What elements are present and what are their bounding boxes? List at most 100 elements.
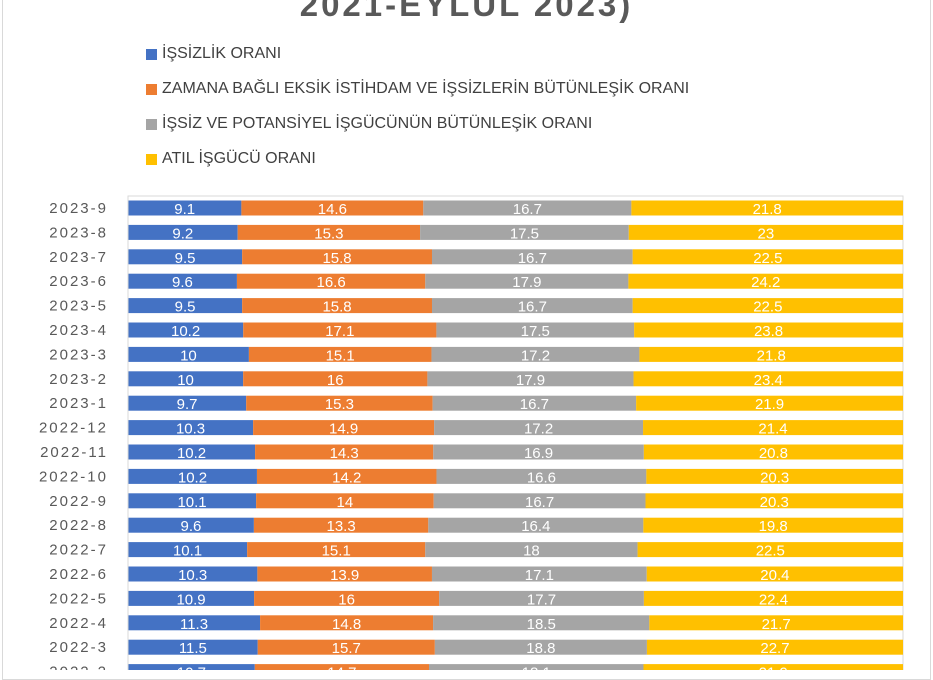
bar-segment — [428, 517, 644, 533]
data-label: 15.3 — [325, 396, 354, 413]
bar-segment — [128, 249, 243, 265]
bar-segment — [431, 566, 647, 582]
bar-segment — [431, 249, 633, 265]
category-label: 2022-8 — [49, 517, 108, 534]
data-label: 16.7 — [520, 396, 549, 413]
bar-segment — [434, 420, 644, 436]
bar-segment — [243, 322, 437, 338]
data-label: 20.8 — [759, 445, 788, 462]
bar-segment — [632, 298, 903, 314]
category-label: 2022-3 — [49, 639, 108, 656]
data-label: 18.1 — [522, 665, 551, 670]
data-label: 20.4 — [760, 567, 789, 584]
bar-segment — [128, 322, 244, 338]
data-label: 9.6 — [181, 518, 202, 535]
legend-item: ATIL İŞGÜCÜ ORANI — [146, 149, 316, 169]
data-label: 16 — [327, 372, 344, 389]
bar-segment — [643, 420, 903, 436]
data-label: 9.5 — [175, 250, 196, 267]
data-label: 17.5 — [510, 225, 539, 242]
legend-item: İŞSİZ VE POTANSİYEL İŞGÜCÜNÜN BÜTÜNLEŞİK… — [146, 114, 592, 134]
data-label: 15.3 — [314, 225, 343, 242]
data-label: 22.5 — [753, 250, 782, 267]
data-label: 14.9 — [329, 421, 358, 438]
bar-segment — [128, 273, 237, 289]
bar-segment — [128, 200, 242, 216]
data-label: 22.7 — [760, 640, 789, 657]
bar-segment — [256, 468, 437, 484]
legend-swatch — [146, 153, 157, 165]
data-label: 10.7 — [177, 665, 206, 670]
data-label: 14.7 — [327, 665, 356, 670]
data-label: 10.9 — [176, 591, 205, 608]
bar-segment — [643, 664, 903, 670]
category-label: 2023-2 — [49, 371, 108, 388]
bar-segment — [236, 273, 426, 289]
legend-item: İŞSİZLİK ORANI — [146, 44, 281, 64]
data-label: 21.7 — [762, 616, 791, 633]
bar-segment — [425, 273, 629, 289]
bar-segment — [128, 615, 261, 631]
bar-segment — [128, 420, 254, 436]
data-label: 10.1 — [177, 494, 206, 511]
bar-segment — [646, 566, 903, 582]
data-label: 18 — [523, 543, 540, 560]
data-label: 14.2 — [332, 469, 361, 486]
data-label: 21.9 — [755, 396, 784, 413]
bar-segment — [432, 395, 637, 411]
bar-segment — [242, 249, 432, 265]
bar-segment — [634, 322, 903, 338]
category-label: 2023-6 — [49, 273, 108, 290]
data-label: 17.7 — [527, 591, 556, 608]
data-label: 20.3 — [760, 494, 789, 511]
bar-segment — [257, 566, 432, 582]
bar-segment — [434, 639, 647, 655]
data-label: 22.5 — [753, 299, 782, 316]
data-label: 17.9 — [512, 274, 541, 291]
bar-segment — [436, 322, 635, 338]
data-label: 21.4 — [758, 421, 787, 438]
data-label: 16.7 — [518, 250, 547, 267]
bar-segment — [645, 493, 903, 509]
data-label: 10 — [177, 372, 194, 389]
data-label: 13.9 — [330, 567, 359, 584]
category-label: 2022-5 — [49, 590, 108, 607]
data-label: 16.7 — [513, 201, 542, 218]
legend-label: ZAMANA BAĞLI EKSİK İSTİHDAM VE İŞSİZLERİ… — [162, 80, 690, 97]
data-label: 14.8 — [332, 616, 361, 633]
data-label: 11.3 — [180, 616, 208, 633]
data-label: 18.8 — [526, 640, 555, 657]
bar-segment — [128, 298, 243, 314]
bar-segment — [255, 444, 434, 460]
bar-segment — [128, 566, 258, 582]
bar-segment — [637, 542, 903, 558]
data-label: 19.8 — [759, 518, 788, 535]
bar-segment — [254, 590, 440, 606]
bar-segment — [643, 517, 903, 533]
data-label: 10.3 — [176, 421, 205, 438]
data-label: 18.5 — [527, 616, 556, 633]
bar-segment — [643, 590, 903, 606]
bar-segment — [433, 493, 646, 509]
bar-segment — [639, 346, 903, 362]
bar-segment — [128, 639, 258, 655]
bar-segment — [241, 200, 424, 216]
bar-segment — [423, 200, 632, 216]
category-label: 2022-11 — [40, 444, 108, 461]
data-label: 21.8 — [757, 347, 786, 364]
bar-segment — [436, 468, 647, 484]
legend-swatch — [146, 118, 157, 130]
data-label: 16.6 — [527, 469, 556, 486]
data-label: 17.2 — [521, 347, 550, 364]
bar-segment — [128, 444, 256, 460]
bar-segment — [128, 395, 247, 411]
bar-segment — [427, 371, 634, 387]
data-label: 9.7 — [177, 396, 198, 413]
legend-swatch — [146, 48, 157, 60]
bar-segment — [246, 395, 433, 411]
bar-segment — [420, 224, 629, 240]
bar-segment — [633, 371, 903, 387]
data-label: 15.8 — [322, 299, 351, 316]
data-label: 16.4 — [521, 518, 550, 535]
category-label: 2022-7 — [49, 542, 108, 559]
